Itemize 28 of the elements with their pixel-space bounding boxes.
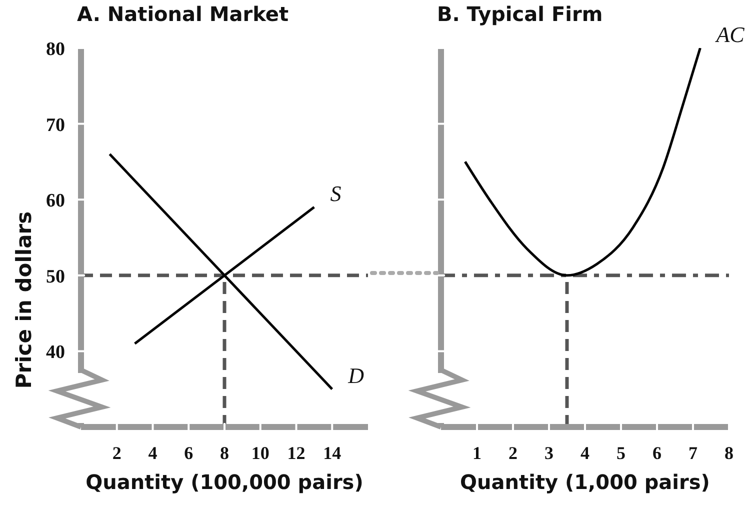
x-tick-label: 6 <box>652 443 662 463</box>
x-tick-label: 8 <box>220 443 229 463</box>
x-tick-label: 10 <box>251 443 270 463</box>
y-tick-label: 40 <box>46 342 65 364</box>
x-tick-label: 4 <box>580 443 590 463</box>
series-label: S <box>330 181 342 206</box>
series-label: AC <box>714 22 745 47</box>
x-tick-label: 1 <box>472 443 482 463</box>
y-tick-label: 70 <box>46 114 65 136</box>
chart-title: A. National Market <box>77 2 289 26</box>
y-tick-label: 50 <box>46 266 65 288</box>
y-tick-label: 60 <box>46 190 65 212</box>
x-tick-label: 8 <box>724 443 734 463</box>
x-axis-title: Quantity (1,000 pairs) <box>459 470 711 494</box>
x-tick-label: 3 <box>544 443 554 463</box>
x-tick-label: 14 <box>323 443 342 463</box>
x-tick-label: 5 <box>616 443 626 463</box>
y-tick-label: 80 <box>46 39 65 60</box>
x-tick-label: 4 <box>148 443 158 463</box>
x-axis-title: Quantity (100,000 pairs) <box>84 470 364 494</box>
x-tick-label: 6 <box>184 443 194 463</box>
x-tick-label: 2 <box>508 443 518 463</box>
series-label: D <box>347 363 364 388</box>
x-tick-label: 12 <box>287 443 306 463</box>
x-tick-label: 7 <box>688 443 698 463</box>
chart-title: B. Typical Firm <box>437 2 603 26</box>
y-axis-title: Price in dollars <box>12 211 36 389</box>
x-tick-label: 2 <box>112 443 122 463</box>
